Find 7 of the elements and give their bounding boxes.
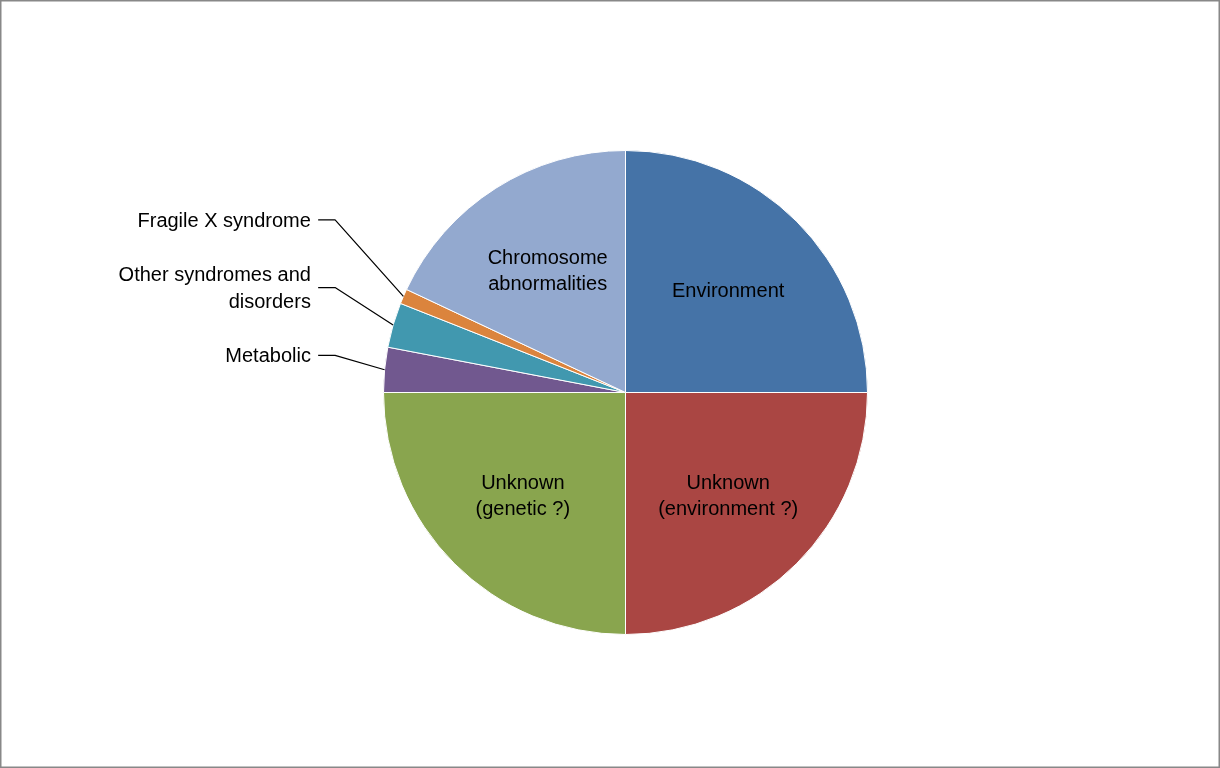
slice-label: Metabolic — [225, 344, 311, 367]
slice-label: Unknown (environment ?) — [658, 470, 799, 520]
slice-label: Environment — [672, 278, 785, 301]
slice-label: Chromosome abnormalities — [487, 245, 608, 295]
slice-label: Unknown (genetic ?) — [475, 470, 571, 520]
slice-label: Fragile X syndrome — [137, 208, 311, 231]
slice-label: Other syndromes and disorders — [118, 263, 311, 312]
